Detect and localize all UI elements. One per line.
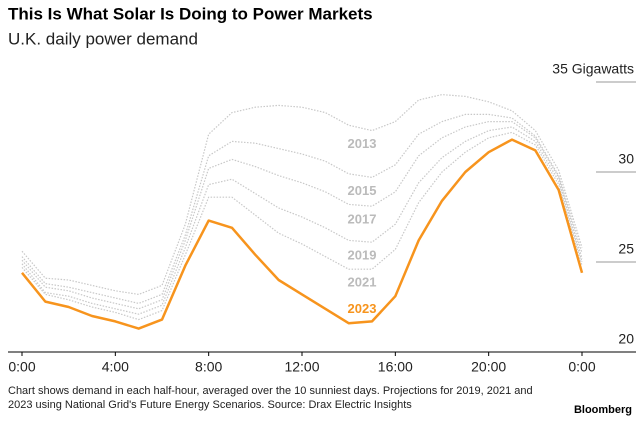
x-tick-label: 0:00 [568,359,595,375]
series-label: 2023 [348,301,377,316]
y-tick-label: 20 [618,331,634,347]
chart-subtitle: U.K. daily power demand [8,29,198,48]
x-tick-label: 4:00 [102,359,129,375]
series-label: 2013 [348,136,377,151]
series-line [21,113,583,304]
y-tick-label: 25 [618,241,634,257]
series-line [21,121,583,310]
series-label: 2021 [348,275,377,290]
y-tick-label: 30 [618,151,634,167]
source: Bloomberg [573,404,632,416]
series-label: 2015 [348,183,377,198]
series-label: 2019 [348,248,377,263]
x-tick-label: 16:00 [378,359,413,375]
x-tick-label: 0:00 [8,359,35,375]
series-label: 2017 [348,212,377,227]
x-tick-label: 20:00 [471,359,506,375]
series-line [21,94,583,295]
series-line [21,138,584,330]
footnote: Chart shows demand in each half-hour, av… [8,385,533,411]
series-line [21,126,583,315]
x-tick-label: 8:00 [195,359,222,375]
x-tick-label: 12:00 [284,359,319,375]
y-tick-label: 35 Gigawatts [552,61,634,77]
chart: This Is What Solar Is Doing to Power Mar… [8,4,636,375]
series-line [21,131,583,321]
chart-title: This Is What Solar Is Doing to Power Mar… [8,4,373,23]
